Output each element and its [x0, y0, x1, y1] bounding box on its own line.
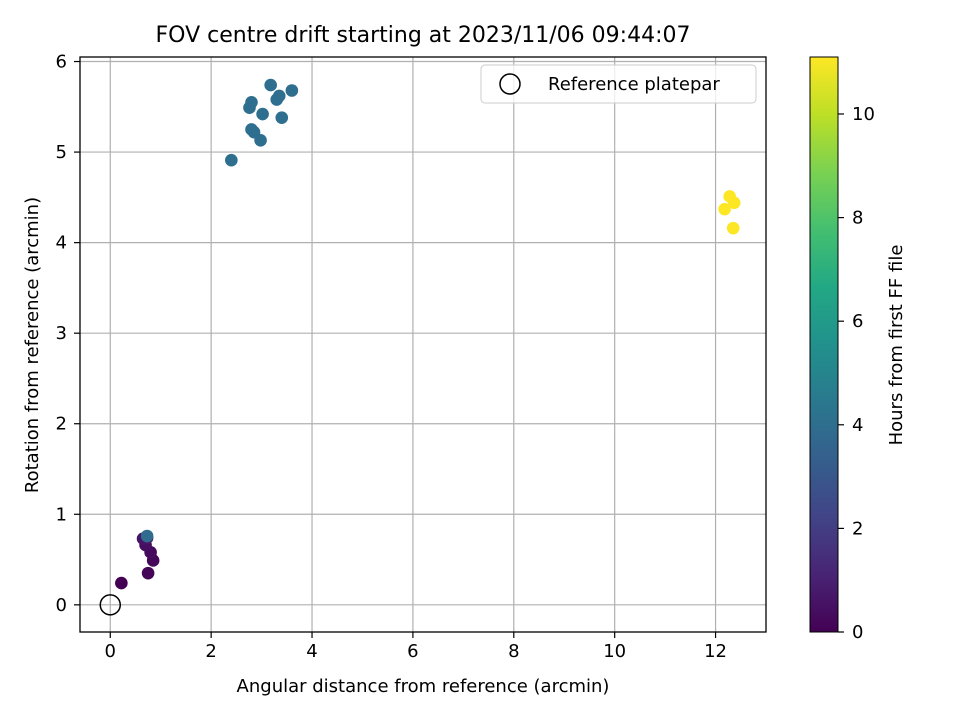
x-tick-label: 6 — [407, 641, 418, 662]
reference-marker — [99, 594, 122, 616]
data-point — [141, 566, 155, 580]
x-axis-label: Angular distance from reference (arcmin) — [237, 676, 610, 697]
reference-platepar-point — [99, 594, 122, 616]
x-tick-label: 0 — [105, 641, 116, 662]
legend-label: Reference platepar — [548, 74, 720, 95]
colorbar-tick-label: 4 — [852, 415, 863, 436]
y-tick-label: 0 — [56, 595, 67, 616]
x-tick-label: 4 — [306, 641, 317, 662]
x-tick-label: 8 — [508, 641, 519, 662]
plot-frame — [79, 56, 767, 633]
legend: Reference platepar — [480, 64, 757, 104]
data-points — [115, 78, 741, 590]
colorbar-tick-label: 6 — [852, 311, 863, 332]
y-tick-label: 2 — [56, 414, 67, 435]
chart-title: FOV centre drift starting at 2023/11/06 … — [156, 23, 691, 48]
y-tick-label: 4 — [56, 233, 67, 254]
legend-box — [480, 64, 757, 104]
y-tick-label: 3 — [56, 323, 67, 344]
x-tick-label: 2 — [205, 641, 216, 662]
colorbar-tick-label: 10 — [852, 104, 875, 125]
x-axis-ticks: 0 2 4 6 8 10 12 — [105, 632, 727, 662]
data-point — [140, 529, 154, 543]
x-tick-label: 12 — [704, 641, 727, 662]
colorbar-label: Hours from first FF file — [886, 245, 907, 446]
data-point — [275, 111, 289, 124]
colorbar-tick-label: 2 — [852, 518, 863, 539]
y-axis-ticks: 0 1 2 3 4 5 6 — [56, 52, 80, 616]
colorbar: 0 2 4 6 8 10 Hours from first FF file — [809, 56, 907, 643]
colorbar-ticks: 0 2 4 6 8 10 — [838, 104, 875, 643]
grid-lines — [80, 57, 766, 632]
legend-marker-open-circle-icon — [499, 73, 521, 95]
data-point — [245, 95, 258, 109]
y-tick-label: 1 — [56, 504, 67, 525]
data-point — [726, 221, 740, 235]
data-point — [115, 576, 128, 590]
data-point — [256, 107, 269, 121]
y-axis-label: Rotation from reference (arcmin) — [22, 197, 43, 493]
y-tick-label: 6 — [56, 52, 67, 73]
colorbar-tick-label: 0 — [852, 622, 863, 643]
data-point — [272, 89, 286, 103]
colorbar-tick-label: 8 — [852, 208, 863, 229]
data-point — [264, 78, 277, 92]
data-point — [225, 153, 238, 167]
y-tick-label: 5 — [56, 142, 67, 163]
colorbar-gradient — [809, 56, 839, 633]
data-point — [723, 190, 736, 203]
data-point — [245, 123, 258, 136]
data-point — [285, 84, 299, 97]
x-tick-label: 10 — [603, 641, 626, 662]
data-point — [718, 202, 731, 216]
